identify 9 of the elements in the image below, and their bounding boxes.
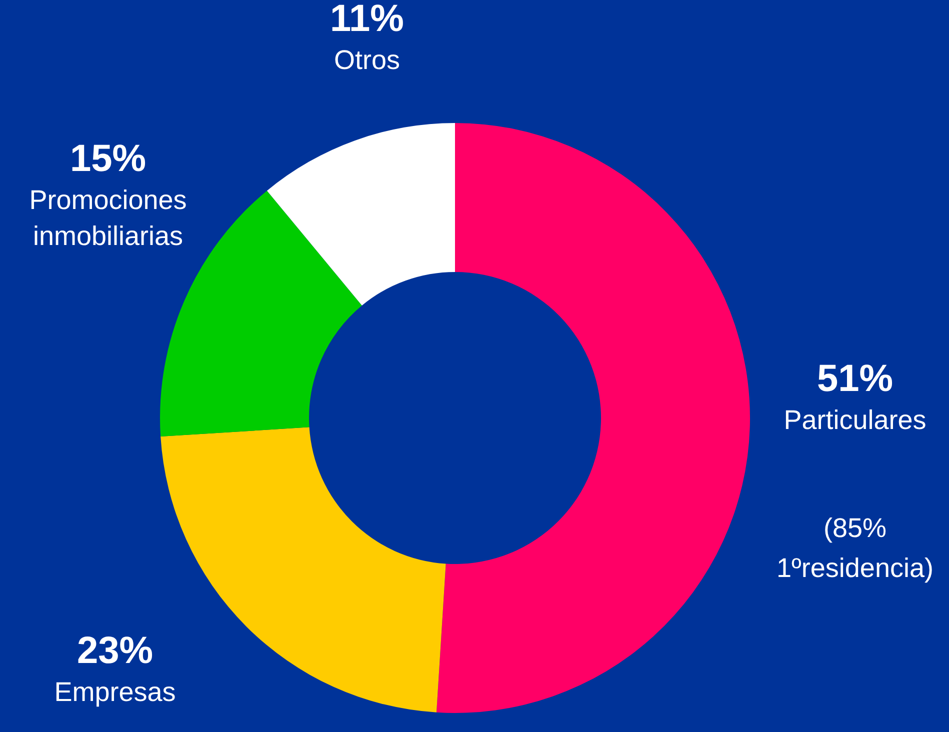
data-label: 11% [330, 0, 404, 40]
text: (85% 1ºresidencia) [776, 513, 934, 583]
slice-label: Otros [334, 45, 400, 75]
slice-label: Particulares [784, 405, 926, 435]
data-label: 23% [76, 630, 154, 672]
data-label: 51% [816, 358, 894, 400]
slice-label: Empresas [54, 677, 176, 707]
data-label: 15% [70, 138, 146, 180]
slice-label: Promociones inmobiliarias [29, 185, 187, 251]
